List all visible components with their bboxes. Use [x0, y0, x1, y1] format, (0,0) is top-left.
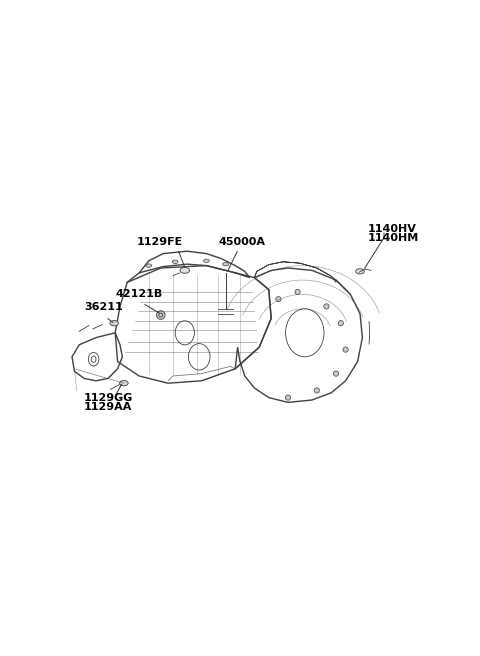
Text: 1129GG: 1129GG — [84, 393, 133, 403]
Ellipse shape — [276, 297, 281, 302]
Text: 1140HM: 1140HM — [367, 233, 419, 243]
Ellipse shape — [285, 395, 290, 400]
Text: 45000A: 45000A — [218, 237, 265, 247]
Ellipse shape — [156, 311, 165, 319]
Ellipse shape — [120, 380, 128, 386]
Text: 1129AA: 1129AA — [84, 401, 132, 411]
Ellipse shape — [146, 264, 152, 267]
Text: 1129FE: 1129FE — [137, 237, 183, 247]
Ellipse shape — [204, 259, 209, 262]
Ellipse shape — [343, 347, 348, 352]
Ellipse shape — [172, 260, 178, 264]
Ellipse shape — [223, 262, 228, 266]
Text: 1140HV: 1140HV — [367, 224, 416, 234]
Ellipse shape — [295, 289, 300, 295]
Ellipse shape — [314, 388, 320, 393]
Ellipse shape — [180, 268, 190, 274]
Ellipse shape — [333, 371, 339, 377]
Ellipse shape — [324, 304, 329, 309]
Ellipse shape — [338, 321, 343, 326]
Ellipse shape — [110, 321, 119, 326]
Ellipse shape — [356, 269, 364, 274]
Text: 42121B: 42121B — [115, 289, 162, 298]
Text: 36211: 36211 — [84, 302, 123, 312]
